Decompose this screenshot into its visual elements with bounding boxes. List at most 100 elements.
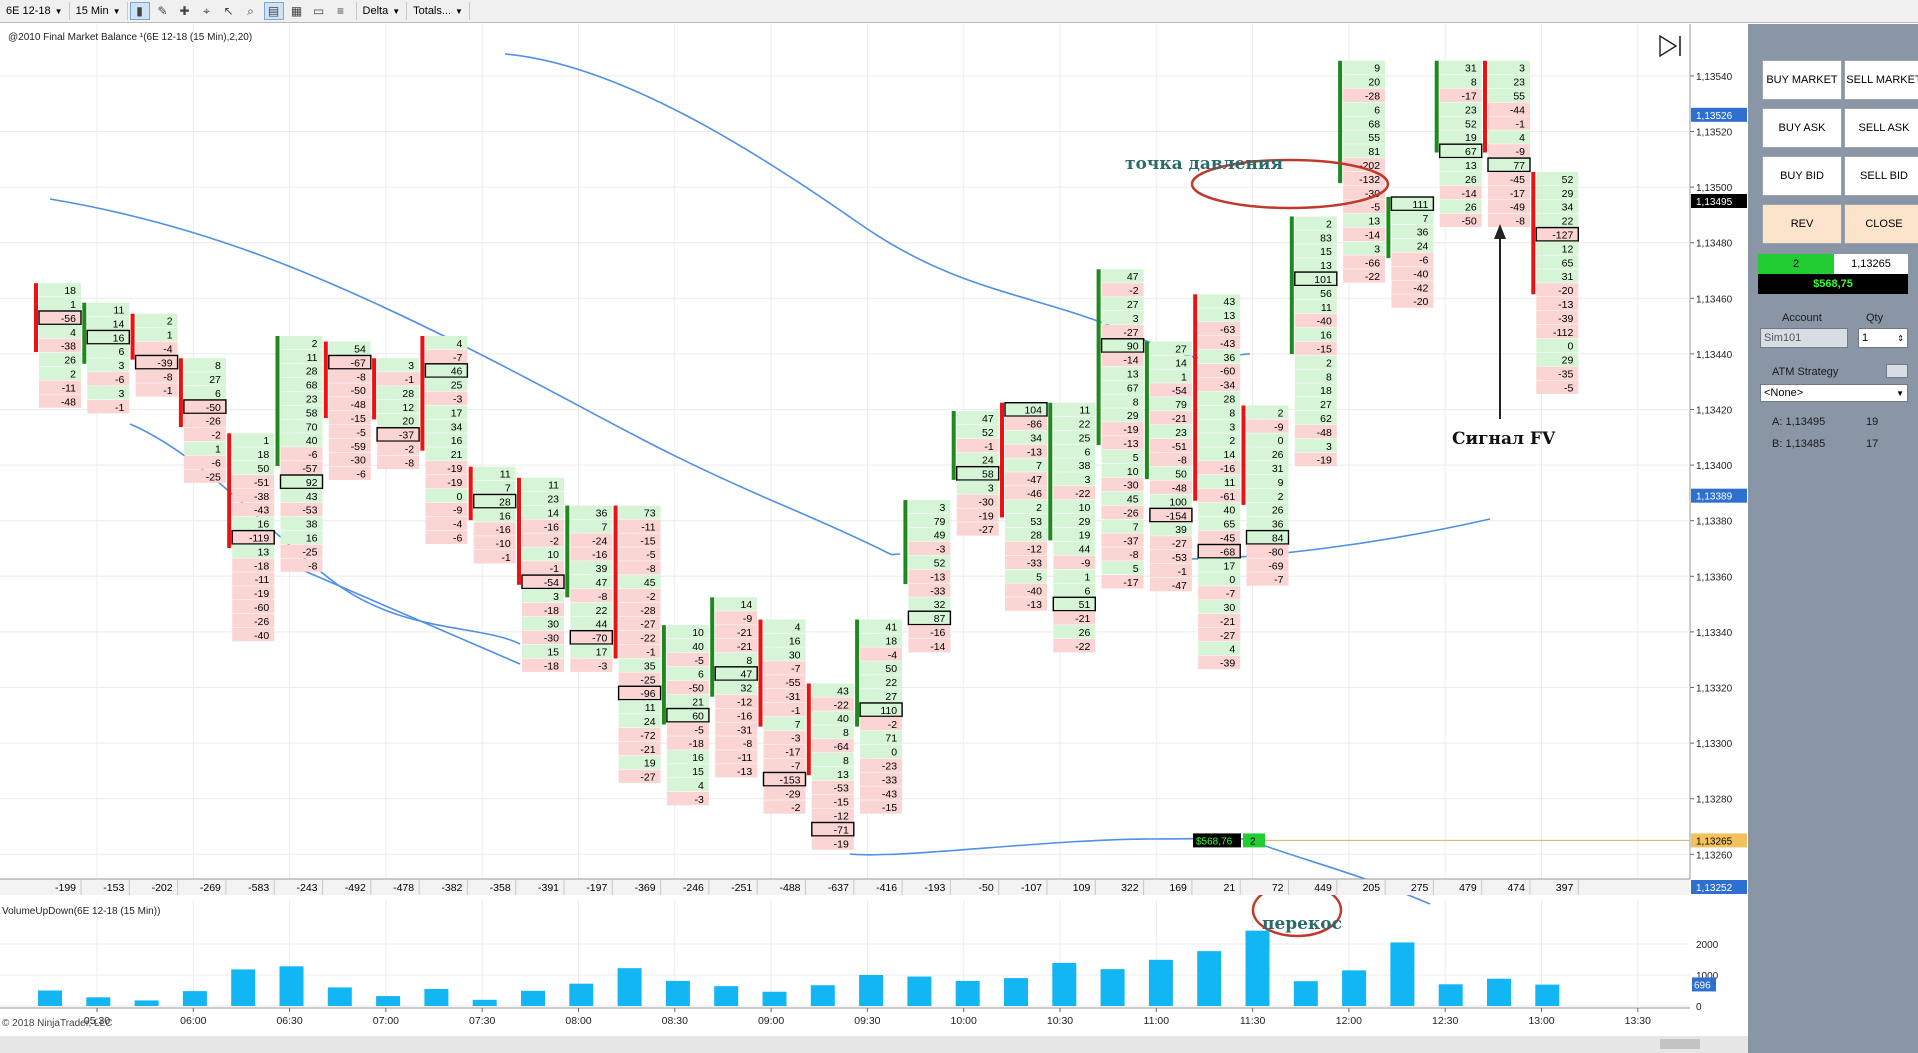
point-of-control-box	[1004, 402, 1048, 417]
footprint-cell	[39, 394, 81, 408]
draw-icon[interactable]: ✎	[157, 4, 168, 18]
candle-body	[275, 336, 280, 466]
candle-body	[1048, 402, 1053, 541]
footprint-cell	[763, 772, 806, 786]
cursor-icon[interactable]: ↖	[223, 4, 234, 18]
footprint-cell	[1439, 199, 1482, 214]
footprint-cell-value: -13	[1558, 299, 1573, 311]
footprint-cell	[1149, 508, 1192, 522]
footprint-cell-value: -17	[785, 747, 800, 759]
account-value: Sim101	[1764, 332, 1802, 344]
properties-icon[interactable]: ≡	[337, 4, 345, 18]
buy-market-button[interactable]: BUY MARKET	[1762, 60, 1842, 100]
footprint-cell	[1488, 102, 1530, 116]
footprint-cell-value: -1	[115, 402, 124, 414]
footprint-cell	[1439, 213, 1482, 228]
atm-options-button[interactable]	[1886, 364, 1908, 378]
time-tick-label: 13:00	[1528, 1015, 1554, 1027]
footprint-cell-value: -28	[1365, 90, 1380, 102]
account-select[interactable]: Sim101	[1760, 328, 1848, 348]
footprint-cell	[1536, 380, 1579, 394]
footprint-cell	[570, 588, 613, 603]
footprint-cell-value: 77	[1513, 160, 1525, 172]
footprint-cell	[860, 730, 903, 745]
footprint-cell-value: -66	[1365, 257, 1380, 269]
footprint-cell-value: -2	[888, 719, 897, 731]
interval-selector[interactable]: 15 Min ▼	[70, 2, 128, 20]
footprint-cell-value: -6	[115, 374, 124, 386]
volume-tick-label: 2000	[1696, 940, 1719, 951]
footprint-cell-value: 11	[113, 305, 124, 317]
footprint-cell	[1439, 130, 1482, 144]
price-tick-label: 1,13480	[1696, 239, 1733, 250]
buy-ask-button[interactable]: BUY ASK	[1762, 108, 1842, 148]
instrument-selector[interactable]: 6E 12-18 ▼	[0, 2, 70, 20]
footprint-cell-value: -30	[979, 496, 994, 508]
chart-area[interactable]: 1,13540 1,13520 1,13500 1,13480 1,13460 1,134…	[0, 24, 1748, 1053]
footprint-cell-value: 9	[1278, 477, 1284, 489]
candle-body	[82, 302, 87, 364]
footprint-cell	[1536, 185, 1579, 200]
qty-stepper[interactable]: 1 ⇕	[1858, 328, 1908, 348]
footprint-cell-value: 2	[70, 368, 76, 380]
bar-style-icon[interactable]: ▮	[129, 2, 150, 20]
price-marker-label: 1,13389	[1696, 492, 1733, 503]
pin-icon[interactable]: ⌖	[203, 3, 210, 18]
footprint-cell	[280, 363, 323, 378]
footprint-cell	[1005, 444, 1047, 458]
sell-market-button[interactable]: SELL MARKET	[1844, 60, 1918, 100]
rev-button[interactable]: REV	[1762, 204, 1842, 244]
delta-total: -492	[345, 882, 366, 894]
position-pnl: $568,75	[1758, 274, 1908, 294]
footprint-cell	[570, 533, 613, 547]
footprint-cell-value: 83	[1320, 232, 1332, 244]
footprint-cell	[860, 716, 903, 731]
totals-selector[interactable]: Totals... ▼	[407, 2, 470, 20]
stepper-arrows-icon[interactable]: ⇕	[1897, 333, 1904, 343]
delta-total: -369	[635, 882, 656, 894]
footprint-cell-value: -44	[1510, 104, 1525, 116]
footprint-cell	[666, 750, 709, 764]
footprint-cell	[1198, 627, 1241, 642]
footprint-cell	[715, 750, 758, 764]
delta-total: 275	[1411, 882, 1429, 894]
footprint-chart[interactable]: 1,13540 1,13520 1,13500 1,13480 1,13460 1,134…	[0, 24, 1748, 1053]
mode-selector[interactable]: Delta ▼	[355, 2, 408, 20]
footprint-cell-value: -54	[544, 577, 559, 589]
footprint-cell-value: 22	[1079, 419, 1091, 431]
footprint-cell	[183, 372, 226, 386]
footprint-cell	[811, 836, 854, 850]
footprint-cell	[570, 561, 613, 575]
footprint-cell	[1294, 438, 1337, 453]
footprint-cell	[1101, 408, 1144, 422]
footprint-cell-value: -8	[1129, 549, 1138, 561]
footprint-cell-value: -9	[743, 613, 752, 625]
data-box-icon[interactable]: ▤	[263, 2, 284, 20]
footprint-cell	[232, 544, 275, 558]
footprint-cell-value: 8	[1229, 407, 1235, 419]
footprint-cell	[425, 516, 468, 531]
footprint-cell-value: 26	[1465, 202, 1477, 214]
sell-bid-button[interactable]: SELL BID	[1844, 156, 1918, 196]
add-icon[interactable]: ✚	[179, 4, 190, 18]
chart-trader-panel: BUY MARKET SELL MARKET BUY ASK SELL ASK …	[1748, 24, 1918, 1053]
footprint-cell	[1343, 255, 1386, 269]
time-tick-label: 09:30	[854, 1015, 880, 1027]
close-button[interactable]: CLOSE	[1844, 204, 1918, 244]
footprint-cell	[956, 411, 999, 425]
footprint-cell-value: 16	[1320, 330, 1332, 342]
atm-strategy-select[interactable]: <None> ▼	[1760, 384, 1908, 402]
footprint-cell-value: -40	[1413, 268, 1428, 280]
footprint-cell	[763, 689, 806, 703]
sell-ask-button[interactable]: SELL ASK	[1844, 108, 1918, 148]
footprint-cell	[1053, 472, 1096, 486]
horizontal-scrollbar	[0, 1036, 1748, 1053]
footprint-cell-value: 52	[982, 427, 994, 439]
chart-icon[interactable]: ▦	[290, 4, 303, 18]
print-icon[interactable]: ▭	[312, 4, 325, 18]
footprint-cell-value: -5	[646, 549, 655, 561]
footprint-cell-value: -18	[689, 738, 704, 750]
footprint-cell-value: -21	[737, 641, 752, 653]
zoom-icon[interactable]: ⌕	[247, 3, 254, 18]
buy-bid-button[interactable]: BUY BID	[1762, 156, 1842, 196]
